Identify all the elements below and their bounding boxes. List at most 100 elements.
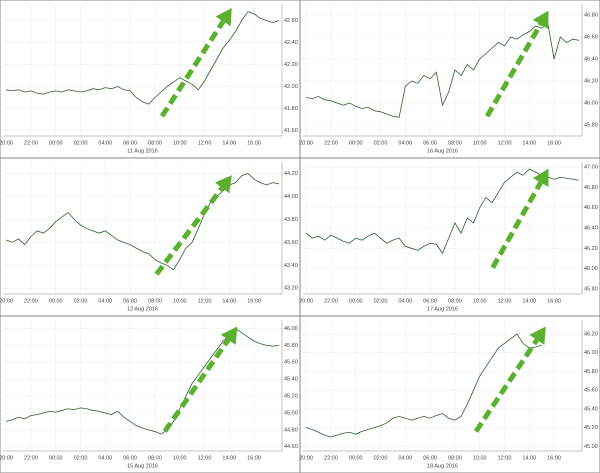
x-tick-label: 06:00 (123, 298, 137, 304)
trend-arrow-shaft (473, 338, 539, 433)
x-tick-label: 02:00 (374, 455, 388, 461)
x-tick-label: 10:00 (473, 140, 487, 146)
x-tick-label: 06:00 (123, 140, 137, 146)
trend-arrow-head (214, 175, 232, 194)
y-tick-label: 44.20 (284, 171, 298, 177)
x-tick-label: 06:00 (423, 455, 437, 461)
x-tick-label: 20:00 (0, 455, 13, 461)
price-line (305, 168, 579, 255)
panel-frame (0, 158, 300, 316)
y-tick-label: 46.00 (284, 326, 298, 332)
trend-arrow-head (532, 168, 549, 187)
x-tick-label: 04:00 (398, 140, 412, 146)
y-tick-label: 42.00 (284, 84, 298, 90)
y-tick-label: 46.20 (584, 78, 598, 84)
y-tick-label: 46.00 (584, 350, 598, 356)
x-tick-label: 04:00 (398, 298, 412, 304)
x-tick-label: 08:00 (448, 140, 462, 146)
x-tick-label: 04:00 (98, 140, 112, 146)
x-tick-label: 04:00 (98, 298, 112, 304)
x-tick-label: 08:00 (448, 455, 462, 461)
x-tick-label: 12:00 (198, 455, 212, 461)
y-tick-label: 45.40 (284, 377, 298, 383)
x-tick-label: 10:00 (473, 298, 487, 304)
x-axis-label: 12 Aug 2016 (127, 306, 158, 312)
x-tick-label: 10:00 (173, 140, 187, 146)
x-tick-label: 06:00 (423, 140, 437, 146)
x-axis-label: 18 Aug 2016 (427, 463, 458, 469)
y-tick-label: 41.80 (284, 106, 298, 112)
y-tick-label: 42.20 (284, 62, 298, 68)
y-tick-label: 45.80 (284, 343, 298, 349)
panel: 43.20 43.40 43.60 43.80 44.00 44.20 20:00 22:00… (0, 158, 300, 316)
price-line (305, 333, 542, 438)
y-tick-label: 42.60 (284, 18, 298, 24)
y-tick-label: 46.60 (584, 205, 598, 211)
y-tick-label: 45.00 (584, 444, 598, 450)
y-tick-label: 46.80 (584, 12, 598, 18)
x-tick-label: 16:00 (247, 140, 261, 146)
x-axis-label: 11 Aug 2016 (127, 148, 157, 154)
trend-arrow-shaft (159, 20, 226, 118)
price-line (5, 327, 279, 435)
y-tick-label: 45.20 (584, 425, 598, 431)
x-tick-label: 06:00 (423, 298, 437, 304)
panel-frame (0, 0, 300, 158)
y-tick-label: 43.80 (284, 217, 298, 223)
x-axis-label: 15 Aug 2016 (127, 463, 158, 469)
x-tick-label: 00:00 (49, 298, 63, 304)
y-tick-label: 43.20 (284, 286, 298, 292)
x-tick-label: 12:00 (498, 298, 512, 304)
trend-arrow-head (529, 326, 546, 345)
trend-arrow-shaft (490, 181, 543, 269)
x-tick-label: 16:00 (547, 140, 561, 146)
y-tick-label: 41.60 (284, 128, 298, 134)
x-tick-label: 14:00 (222, 298, 236, 304)
y-tick-label: 46.00 (584, 100, 598, 106)
y-tick-label: 44.80 (284, 427, 298, 433)
panel: 41.60 41.80 42.00 42.20 42.40 42.60 20:00 22:00… (0, 0, 300, 158)
panel: 44.60 44.80 45.00 45.20 45.40 45.60 45.80 46.00… (0, 316, 300, 473)
y-tick-label: 45.80 (584, 286, 598, 292)
y-tick-label: 45.00 (284, 410, 298, 416)
trend-arrow-head (220, 326, 238, 345)
y-tick-label: 46.20 (584, 246, 598, 252)
panel: 45.80 46.00 46.20 46.40 46.60 46.80 20:00 22:00… (299, 0, 600, 158)
x-tick-label: 00:00 (49, 455, 63, 461)
x-tick-label: 04:00 (398, 455, 412, 461)
panel-frame (300, 0, 600, 158)
x-tick-label: 02:00 (374, 298, 388, 304)
x-tick-label: 10:00 (173, 455, 187, 461)
y-tick-label: 46.40 (584, 225, 598, 231)
x-tick-label: 10:00 (173, 298, 187, 304)
x-tick-label: 20:00 (0, 140, 13, 146)
x-tick-label: 08:00 (148, 298, 162, 304)
y-tick-label: 46.20 (584, 331, 598, 337)
y-tick-label: 45.40 (584, 406, 598, 412)
price-line (5, 173, 279, 271)
y-tick-label: 44.60 (284, 444, 298, 450)
x-tick-label: 02:00 (374, 140, 388, 146)
x-tick-label: 10:00 (473, 455, 487, 461)
x-axis-label: 17 Aug 2016 (427, 306, 458, 312)
y-tick-label: 45.60 (584, 388, 598, 394)
y-tick-label: 46.80 (584, 185, 598, 191)
trend-arrow-shaft (154, 186, 225, 276)
panel: 45.00 45.20 45.40 45.60 45.80 46.00 46.20 20:00… (299, 316, 600, 473)
y-tick-label: 46.60 (584, 34, 598, 40)
x-tick-label: 08:00 (148, 455, 162, 461)
panel-frame (300, 158, 600, 316)
x-tick-label: 14:00 (522, 140, 536, 146)
trend-arrow-shaft (162, 338, 231, 433)
x-tick-label: 08:00 (448, 298, 462, 304)
x-tick-label: 04:00 (98, 455, 112, 461)
x-tick-label: 22:00 (324, 455, 338, 461)
x-tick-label: 12:00 (498, 455, 512, 461)
x-tick-label: 16:00 (247, 298, 261, 304)
x-tick-label: 22:00 (324, 298, 338, 304)
x-tick-label: 08:00 (148, 140, 162, 146)
x-tick-label: 12:00 (198, 140, 212, 146)
x-tick-label: 16:00 (547, 455, 561, 461)
y-tick-label: 45.60 (284, 360, 298, 366)
